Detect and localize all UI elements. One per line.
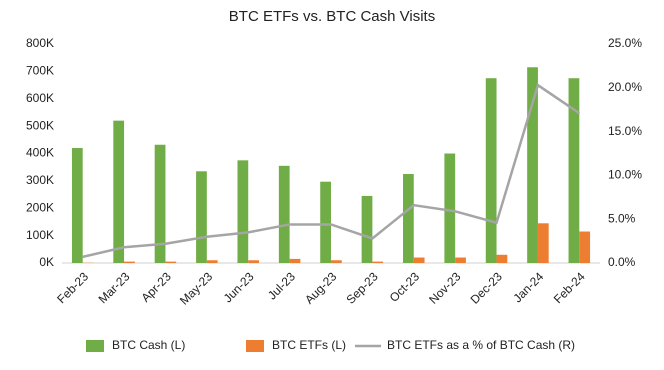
bar	[165, 262, 176, 263]
bar	[290, 259, 301, 263]
x-tick-label: Nov-23	[426, 269, 463, 306]
y-tick-label: 800K	[26, 36, 54, 50]
bar	[113, 121, 124, 263]
y-tick-label: 700K	[26, 64, 54, 78]
bar	[248, 260, 259, 263]
x-tick-label: Aug-23	[302, 269, 339, 306]
legend-label: BTC Cash (L)	[112, 338, 185, 352]
bar	[362, 196, 373, 263]
y2-tick-label: 10.0%	[608, 168, 642, 182]
y2-tick-label: 25.0%	[608, 36, 642, 50]
x-tick-label: Jul-23	[265, 269, 298, 302]
y2-tick-label: 20.0%	[608, 80, 642, 94]
y-tick-label: 500K	[26, 118, 54, 132]
x-tick-label: Apr-23	[138, 269, 174, 305]
legend-label: BTC ETFs as a % of BTC Cash (R)	[387, 338, 575, 352]
bar	[237, 160, 248, 263]
legend-swatch	[246, 340, 264, 352]
bar	[486, 78, 497, 263]
y-tick-label: 200K	[26, 200, 54, 214]
y2-tick-label: 15.0%	[608, 124, 642, 138]
bar	[320, 182, 331, 263]
bar	[196, 171, 207, 263]
bar	[72, 148, 83, 263]
y-tick-label: 300K	[26, 173, 54, 187]
y2-tick-label: 5.0%	[608, 211, 636, 225]
y-tick-label: 400K	[26, 146, 54, 160]
y2-tick-label: 0.0%	[608, 255, 636, 269]
bar	[279, 166, 290, 263]
y-tick-label: 600K	[26, 91, 54, 105]
x-tick-label: Oct-23	[387, 269, 423, 305]
chart-title: BTC ETFs vs. BTC Cash Visits	[229, 8, 435, 25]
x-tick-label: May-23	[177, 269, 215, 307]
bar	[538, 223, 549, 263]
x-tick-label: Mar-23	[96, 269, 133, 306]
x-tick-label: Jan-24	[510, 269, 546, 305]
bar	[331, 260, 342, 263]
x-tick-label: Sep-23	[343, 269, 380, 306]
legend-swatch	[86, 340, 104, 352]
x-tick-label: Jun-23	[221, 269, 257, 305]
bar	[527, 67, 538, 263]
y-tick-label: 100K	[26, 228, 54, 242]
bar	[579, 232, 590, 263]
bar	[124, 262, 135, 263]
bar	[444, 154, 455, 264]
x-tick-label: Feb-24	[551, 269, 588, 306]
legend-label: BTC ETFs (L)	[272, 338, 346, 352]
bar	[414, 258, 425, 263]
x-tick-label: Dec-23	[468, 269, 505, 306]
bar	[455, 258, 466, 263]
bar	[497, 255, 508, 263]
bar	[372, 262, 383, 263]
bar	[207, 260, 218, 263]
x-tick-label: Feb-23	[54, 269, 91, 306]
y-tick-label: 0K	[39, 255, 54, 269]
bar	[403, 174, 414, 263]
